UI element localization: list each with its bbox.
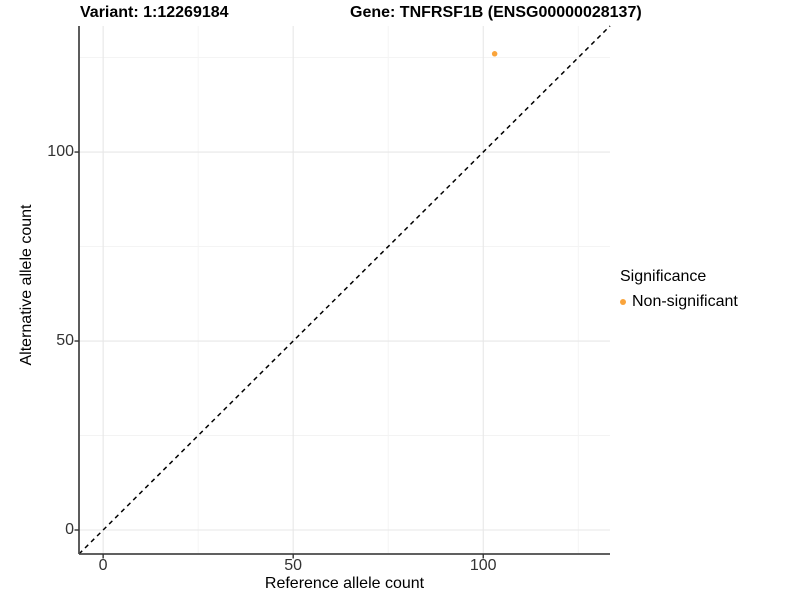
legend-items: Non-significant bbox=[620, 293, 738, 311]
legend-item: Non-significant bbox=[620, 293, 738, 311]
data-point bbox=[491, 51, 498, 57]
legend: Significance Non-significant bbox=[620, 268, 738, 311]
legend-title: Significance bbox=[620, 268, 707, 285]
y-axis-label: Alternative allele count bbox=[18, 204, 35, 366]
gene-title: Gene: TNFRSF1B (ENSG00000028137) bbox=[350, 4, 642, 21]
identity-dashed-line bbox=[78, 25, 611, 555]
x-tick-label: 50 bbox=[284, 557, 303, 574]
variant-title: Variant: 1:12269184 bbox=[80, 4, 229, 21]
legend-item-label: Non-significant bbox=[632, 293, 738, 310]
x-axis-label: Reference allele count bbox=[264, 575, 425, 592]
x-tick-label: 100 bbox=[469, 557, 497, 574]
x-tick-label: 0 bbox=[98, 557, 108, 574]
y-tick-label: 100 bbox=[47, 143, 74, 161]
y-tick-label: 50 bbox=[56, 332, 74, 350]
y-tick-label: 0 bbox=[65, 521, 74, 538]
legend-key-dot-icon bbox=[620, 299, 626, 305]
